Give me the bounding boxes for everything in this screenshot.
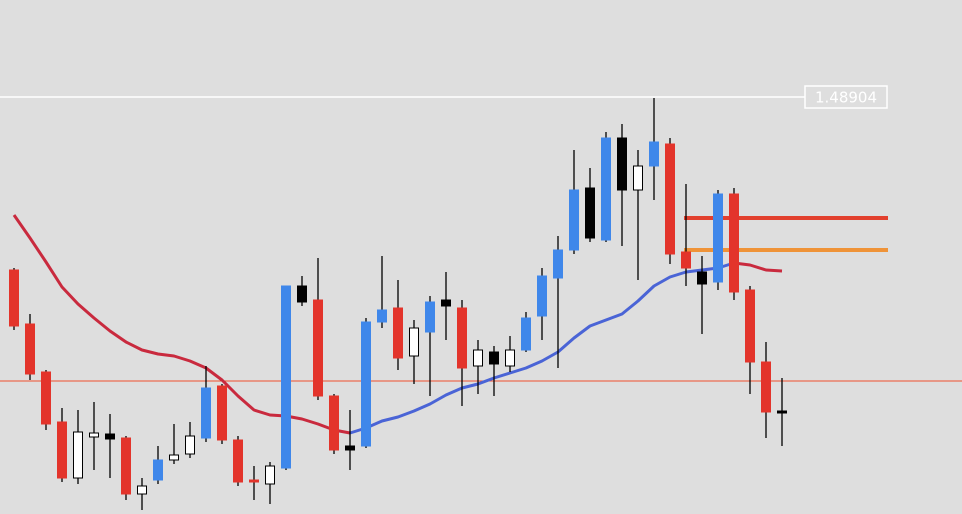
candle-body	[457, 307, 467, 369]
candle-body	[537, 275, 547, 317]
candle-body	[25, 323, 35, 375]
price-label: 1.48904	[815, 89, 877, 107]
candle-body	[41, 371, 51, 425]
candle-body	[425, 301, 435, 333]
candle-body	[297, 285, 307, 303]
candle-body	[713, 193, 723, 283]
candle-body	[553, 249, 563, 279]
candle-body	[665, 143, 675, 255]
candle-body	[585, 187, 595, 239]
candle-body	[441, 299, 451, 307]
candle-body	[521, 317, 531, 351]
candle-body	[745, 289, 755, 363]
candle-body	[137, 485, 147, 495]
candle-body	[249, 479, 259, 483]
candle-body	[313, 299, 323, 397]
candle-body	[169, 454, 179, 461]
candle-body	[617, 137, 627, 191]
moving-average	[349, 261, 735, 435]
candle-body	[633, 165, 643, 191]
candle-body	[361, 321, 371, 447]
candle-body	[489, 351, 499, 365]
candle-body	[681, 251, 691, 269]
candle-body	[233, 439, 243, 483]
candle-body	[185, 435, 195, 455]
candle-body	[601, 137, 611, 241]
candle-body	[777, 410, 787, 414]
candle-body	[345, 445, 355, 451]
candle-body	[217, 385, 227, 441]
candle-body	[265, 465, 275, 485]
candle-body	[505, 349, 515, 367]
candle-body	[569, 189, 579, 251]
candle-body	[57, 421, 67, 479]
candle-body	[201, 387, 211, 439]
candle-body	[761, 361, 771, 413]
candle-body	[697, 271, 707, 285]
price-label-box	[804, 85, 888, 109]
candle-body	[105, 433, 115, 440]
candle-body	[9, 269, 19, 327]
candle-body	[281, 285, 291, 469]
candle-body	[393, 307, 403, 359]
moving-average	[12, 214, 783, 435]
candle-body	[89, 432, 99, 438]
candle-body	[473, 349, 483, 367]
candle-body	[329, 395, 339, 451]
candle-body	[649, 141, 659, 167]
candle-body	[729, 193, 739, 293]
candle-body	[73, 431, 83, 479]
candle-body	[409, 327, 419, 357]
candle-body	[121, 437, 131, 495]
candle-body	[153, 459, 163, 481]
candle-body	[377, 309, 387, 323]
